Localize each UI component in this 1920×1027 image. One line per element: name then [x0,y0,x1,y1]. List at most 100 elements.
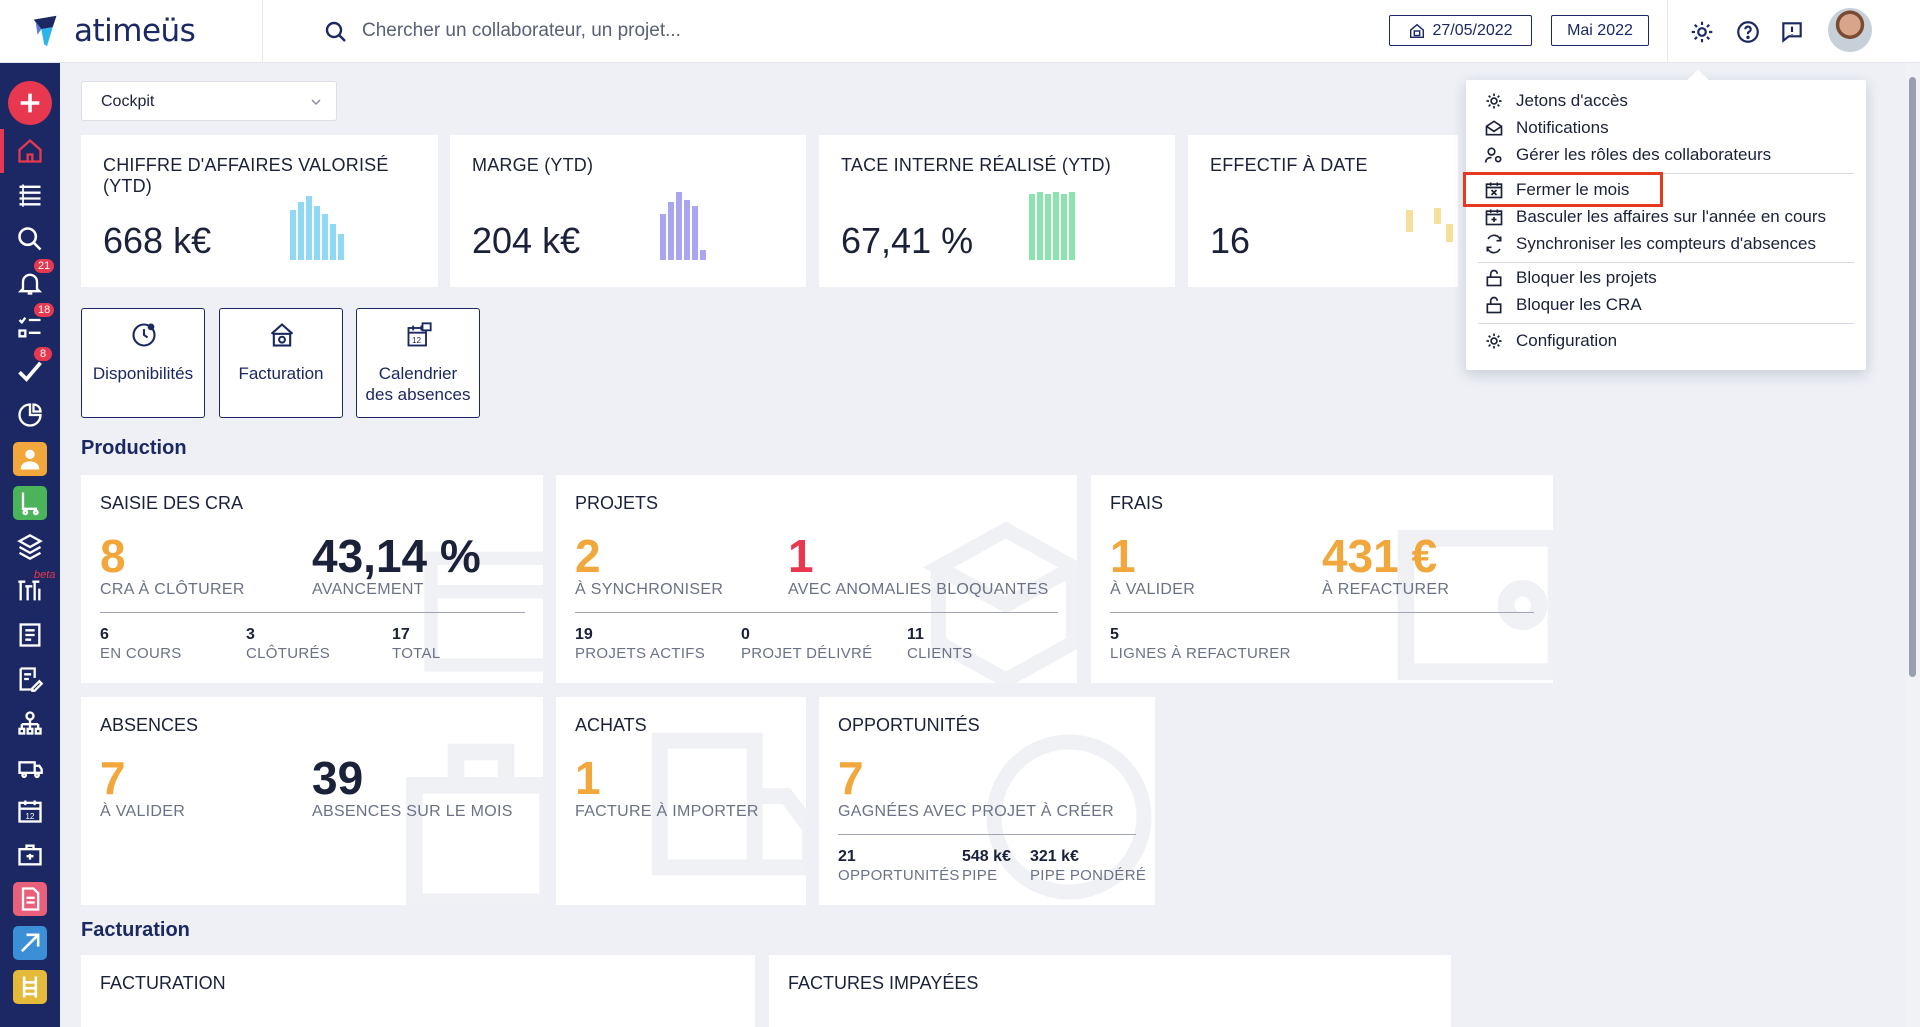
sidebar-item-briefcase[interactable] [0,833,60,877]
absences-month-label: ABSENCES SUR LE MOIS [312,803,513,820]
sidebar-add-button[interactable] [0,77,60,129]
org-chart-icon [18,711,42,735]
sidebar-item-tasks[interactable]: 18 [0,303,60,349]
sidebar-item-projects[interactable] [0,525,60,569]
expenses-rebill-label: À REFACTURER [1322,581,1450,598]
card-frais[interactable]: FRAIS 1 À VALIDER 431 € À REFACTURER 5 L… [1091,475,1553,683]
app-logo[interactable]: atimeüs [28,12,196,50]
sidebar-item-billing[interactable] [0,745,60,789]
card-facturation[interactable]: FACTURATION [81,955,755,1027]
card-projets[interactable]: PROJETS 2 À SYNCHRONISER 1 AVEC ANOMALIE… [556,475,1077,683]
card-opportunites[interactable]: OPPORTUNITÉS 7 GAGNÉES AVEC PROJET À CRÉ… [819,697,1155,905]
briefcase-icon [18,844,42,866]
search-input[interactable] [362,14,1002,48]
sidebar-item-planning[interactable]: beta [0,569,60,613]
menu-item-configuration[interactable]: Configuration [1484,328,1617,354]
calendar-watermark-icon [424,551,543,672]
menu-item-lock-cra[interactable]: Bloquer les CRA [1484,292,1642,318]
menu-item-lock-projects[interactable]: Bloquer les projets [1484,265,1657,291]
menu-item-close-month[interactable]: Fermer le mois [1484,177,1629,203]
kpi-card-ca[interactable]: CHIFFRE D'AFFAIRES VALORISÉ (YTD) 668 k€ [81,135,438,287]
lock-icon [1486,296,1502,314]
sidebar-item-org[interactable] [0,701,60,745]
document-icon [13,882,47,916]
menu-divider [1478,262,1854,263]
money-truck-icon [18,761,43,779]
card-factures-impayees[interactable]: FACTURES IMPAYÉES [769,955,1451,1027]
user-avatar[interactable] [1828,8,1872,52]
kpi-label: CHIFFRE D'AFFAIRES VALORISÉ (YTD) [103,155,389,196]
delivered-projects-label: PROJET DÉLIVRÉ [741,645,873,662]
pipe-value: 548 k€ [962,848,1011,865]
card-achats[interactable]: ACHATS 1 FACTURE À IMPORTER [556,697,806,905]
search-icon [325,21,346,42]
sidebar-item-collaborators[interactable] [0,437,60,481]
checklist-icon [18,316,41,338]
kpi-value: 16 [1210,220,1251,261]
opportunities-won-value: 7 [838,752,864,804]
person-icon [13,442,47,476]
clients-value: 11 [907,626,924,643]
shortcut-disponibilites[interactable]: Disponibilités [81,308,205,418]
sidebar-item-sales[interactable] [0,481,60,525]
chevron-down-icon [311,99,321,106]
help-icon[interactable] [1735,19,1761,45]
kpi-label: TACE INTERNE RÉALISÉ (YTD) [841,155,1111,175]
cra-total-value: 17 [392,626,410,643]
sidebar-item-validations[interactable]: 8 [0,347,60,393]
sidebar-item-timesheets[interactable] [0,657,60,701]
current-date-button[interactable]: 27/05/2022 [1389,15,1532,46]
card-title: OPPORTUNITÉS [838,715,980,735]
shortcut-facturation[interactable]: Facturation [219,308,343,418]
clients-label: CLIENTS [907,645,973,662]
kpi-value: 204 k€ [472,220,581,261]
pie-chart-icon [18,403,42,427]
kpi-card-effectif[interactable]: EFFECTIF À DATE 16 [1188,135,1458,287]
sidebar-item-list[interactable] [0,173,60,217]
menu-item-label: Jetons d'accès [1516,91,1628,110]
menu-item-label: Bloquer les projets [1516,268,1657,287]
current-date: 27/05/2022 [1432,21,1513,39]
menu-item-switch-year[interactable]: Basculer les affaires sur l'année en cou… [1484,204,1826,230]
current-month-button[interactable]: Mai 2022 [1551,15,1649,46]
expenses-validate-value: 1 [1110,530,1136,582]
shortcut-calendrier-absences[interactable]: 12 Calendrier des absences [356,308,480,418]
truck-watermark-icon [651,732,806,876]
bar-sparkline-icon [290,196,344,260]
lock-icon [1486,269,1502,287]
kpi-card-marge[interactable]: MARGE (YTD) 204 k€ [450,135,806,287]
scrollbar-thumb[interactable] [1909,77,1916,677]
sidebar-item-app-pink[interactable] [0,877,60,921]
sidebar-item-search[interactable] [0,217,60,261]
opportunities-count-label: OPPORTUNITÉS [838,867,960,884]
list-icon [19,184,41,207]
card-absences[interactable]: ABSENCES 7 À VALIDER 39 ABSENCES SUR LE … [81,697,543,905]
menu-divider [1478,323,1854,324]
divider [1110,612,1534,613]
menu-item-roles[interactable]: Gérer les rôles des collaborateurs [1484,142,1771,168]
menu-item-access-tokens[interactable]: Jetons d'accès [1484,88,1628,114]
sidebar-item-calendar[interactable]: 12 [0,789,60,833]
menu-item-notifications[interactable]: Notifications [1484,115,1609,141]
sidebar-item-reports[interactable] [0,393,60,437]
kpi-label: EFFECTIF À DATE [1210,155,1368,175]
notifications-badge: 21 [34,259,55,273]
sidebar-item-home[interactable] [0,129,60,173]
scrollbar[interactable] [1905,63,1920,1027]
feedback-icon[interactable] [1779,19,1805,45]
absences-month-value: 39 [312,752,364,804]
card-title: FACTURATION [100,973,226,993]
dashboard-select[interactable]: Cockpit [81,81,337,121]
sidebar-item-app-yellow[interactable] [0,965,60,1009]
card-saisie-cra[interactable]: SAISIE DES CRA 8 CRA À CLÔTURER 43,14 % … [81,475,543,683]
menu-item-sync-absences[interactable]: Synchroniser les compteurs d'absences [1484,231,1816,257]
projects-anomalies-label: AVEC ANOMALIES BLOQUANTES [788,581,1049,598]
gear-icon[interactable] [1689,19,1715,45]
sidebar-item-notifications[interactable]: 21 [0,259,60,305]
beta-label: beta [34,569,56,581]
sidebar-item-documents[interactable] [0,613,60,657]
arrow-app-icon [13,926,47,960]
sidebar-item-app-blue[interactable] [0,921,60,965]
kpi-card-tace[interactable]: TACE INTERNE RÉALISÉ (YTD) 67,41 % [819,135,1175,287]
calendar-close-icon [1485,182,1503,199]
